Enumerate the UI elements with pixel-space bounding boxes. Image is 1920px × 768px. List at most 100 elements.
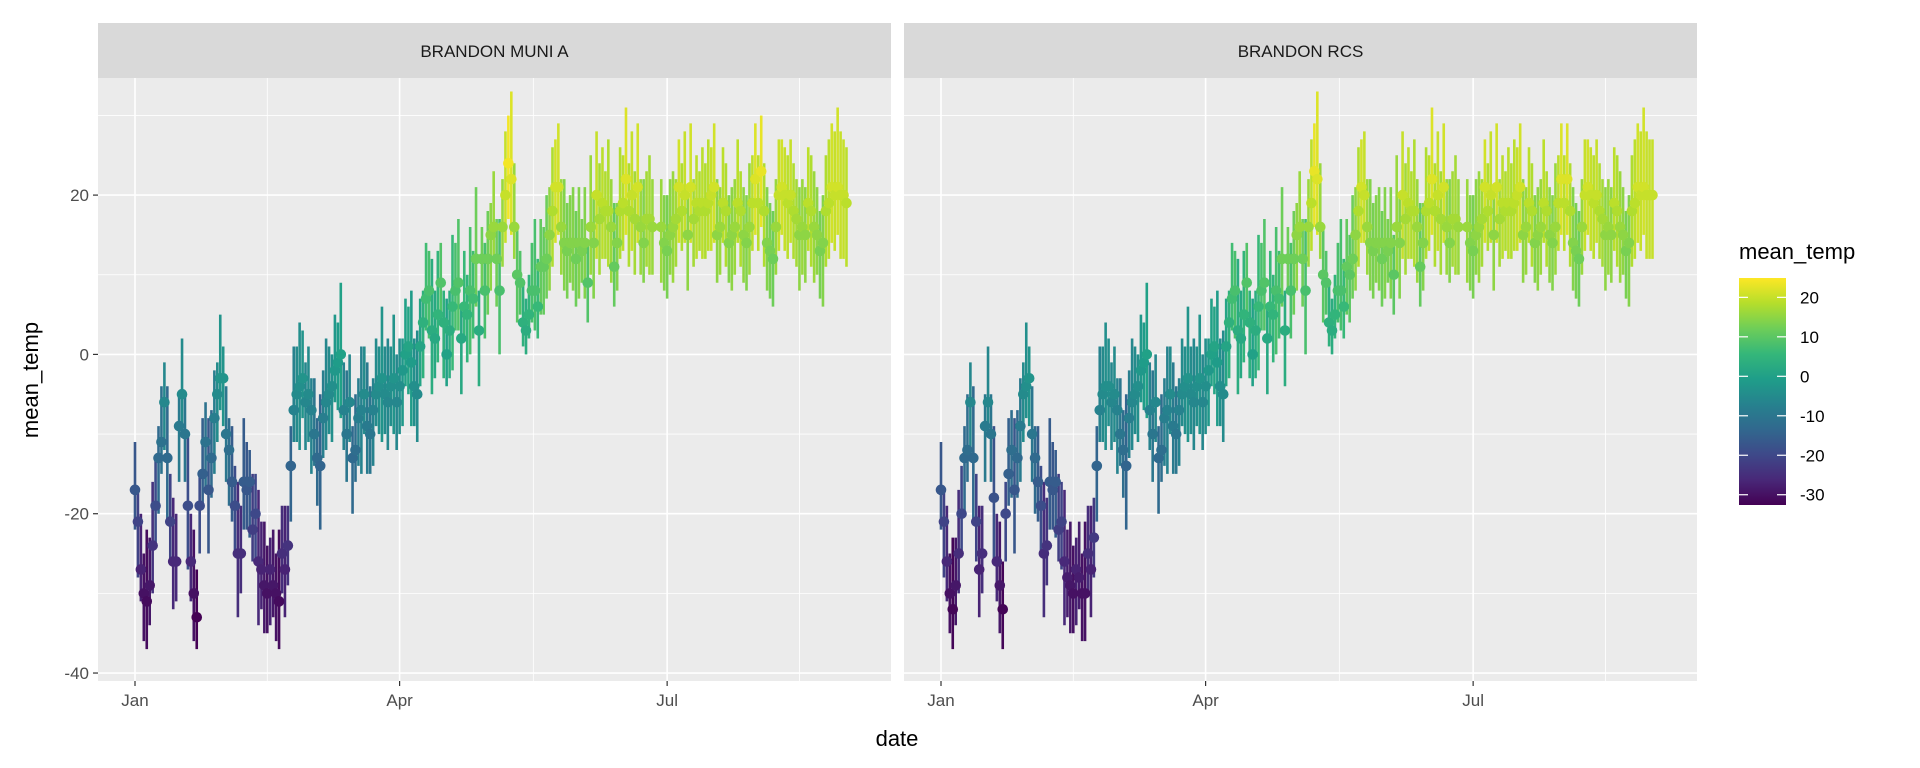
mean-point xyxy=(770,221,782,233)
mean-point xyxy=(270,588,282,599)
mean-point xyxy=(506,173,517,185)
mean-point xyxy=(241,484,253,496)
mean-point xyxy=(785,189,796,201)
mean-point xyxy=(420,293,432,304)
mean-point xyxy=(758,205,770,217)
mean-point xyxy=(453,277,464,289)
mean-point xyxy=(570,253,582,265)
mean-point xyxy=(670,213,682,225)
mean-point xyxy=(194,500,205,512)
mean-point xyxy=(1029,452,1041,464)
mean-point xyxy=(941,556,953,567)
facet-strip-label: BRANDON RCS xyxy=(1238,42,1364,61)
mean-point xyxy=(1176,388,1188,400)
mean-point xyxy=(959,452,970,464)
mean-point xyxy=(250,508,261,520)
x-tick-label: Apr xyxy=(1192,691,1219,710)
mean-point xyxy=(1344,269,1355,281)
mean-point xyxy=(497,221,508,233)
mean-point xyxy=(805,205,817,217)
mean-point xyxy=(1606,229,1617,241)
mean-point xyxy=(1482,205,1494,217)
mean-point xyxy=(1335,285,1347,296)
mean-point xyxy=(1056,516,1067,527)
mean-point xyxy=(782,197,793,209)
mean-point xyxy=(1094,404,1106,416)
mean-point xyxy=(503,157,514,169)
mean-point xyxy=(279,564,291,575)
mean-point xyxy=(1241,277,1253,289)
mean-point xyxy=(1047,484,1059,496)
mean-point xyxy=(611,237,623,249)
mean-point xyxy=(1382,245,1394,257)
mean-point xyxy=(708,181,720,193)
mean-point xyxy=(979,420,991,432)
legend-tick-label: 10 xyxy=(1800,328,1819,347)
mean-point xyxy=(679,189,691,201)
mean-point xyxy=(582,277,594,289)
mean-point xyxy=(800,229,811,241)
mean-point xyxy=(647,221,658,233)
mean-point xyxy=(970,516,982,527)
y-tick-label: -20 xyxy=(64,505,89,524)
mean-point xyxy=(588,237,599,249)
mean-point xyxy=(1212,357,1223,368)
mean-point xyxy=(411,388,423,400)
mean-point xyxy=(750,173,761,185)
mean-point xyxy=(1165,388,1176,400)
mean-point xyxy=(538,261,549,273)
mean-point xyxy=(1244,317,1255,328)
mean-point xyxy=(329,365,341,376)
mean-point xyxy=(644,213,655,225)
mean-point xyxy=(1097,388,1108,400)
mean-point xyxy=(173,420,185,432)
mean-point xyxy=(338,404,350,416)
mean-point xyxy=(332,357,344,368)
mean-point xyxy=(1009,484,1020,496)
legend-title: mean_temp xyxy=(1739,239,1855,264)
mean-point xyxy=(1306,197,1317,209)
mean-point xyxy=(1167,420,1179,432)
mean-point xyxy=(1341,261,1353,273)
mean-point xyxy=(1426,173,1438,185)
mean-point xyxy=(1141,349,1153,360)
mean-point xyxy=(520,325,532,336)
mean-point xyxy=(1267,309,1279,320)
mean-point xyxy=(1038,548,1050,559)
mean-point xyxy=(500,189,511,201)
mean-point xyxy=(1438,181,1450,193)
mean-point xyxy=(267,580,279,591)
mean-point xyxy=(1079,588,1091,599)
mean-point xyxy=(217,373,229,384)
mean-point xyxy=(1085,564,1097,575)
mean-point xyxy=(944,588,956,599)
mean-point xyxy=(700,205,711,217)
mean-point xyxy=(1238,309,1250,320)
mean-point xyxy=(1203,365,1214,376)
mean-point xyxy=(1397,189,1408,201)
mean-point xyxy=(397,365,408,376)
mean-point xyxy=(220,428,232,440)
mean-point xyxy=(738,229,749,241)
mean-point xyxy=(247,524,258,535)
mean-point xyxy=(456,333,467,344)
mean-point xyxy=(1547,237,1558,249)
y-tick-label: 0 xyxy=(80,345,89,364)
mean-point xyxy=(314,460,326,472)
mean-point xyxy=(303,388,314,400)
mean-point xyxy=(244,476,255,488)
mean-point xyxy=(1479,181,1491,193)
mean-point xyxy=(1526,205,1538,217)
mean-point xyxy=(444,325,455,336)
mean-point xyxy=(344,396,355,408)
mean-point xyxy=(802,197,814,209)
mean-point xyxy=(1091,460,1103,472)
mean-point xyxy=(1329,309,1341,320)
mean-point xyxy=(285,460,297,472)
mean-point xyxy=(1617,229,1629,241)
x-tick-label: Jul xyxy=(656,691,678,710)
mean-point xyxy=(388,373,400,384)
mean-point xyxy=(1453,221,1464,233)
mean-point xyxy=(1464,237,1476,249)
mean-point xyxy=(306,404,317,416)
